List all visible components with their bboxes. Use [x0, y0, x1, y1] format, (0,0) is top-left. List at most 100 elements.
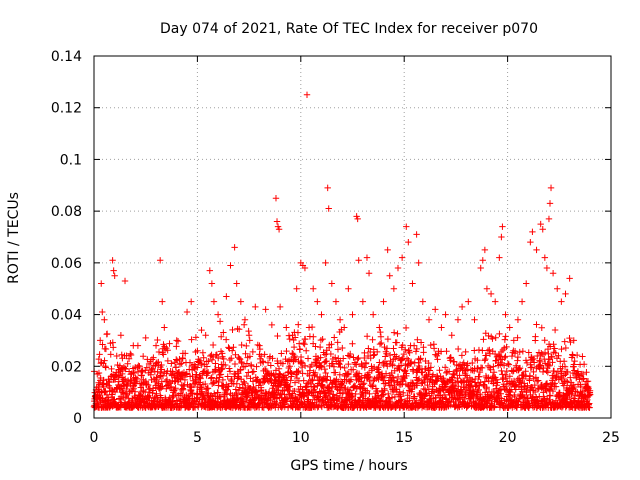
data-point: [188, 384, 195, 391]
data-point: [139, 353, 147, 360]
data-point: [496, 254, 503, 261]
data-point: [511, 348, 519, 355]
data-point: [377, 333, 385, 340]
x-tick-label: 15: [395, 430, 413, 446]
data-point: [283, 374, 290, 381]
data-point: [235, 387, 243, 394]
data-point: [437, 348, 445, 355]
data-point: [420, 349, 427, 356]
data-point: [369, 383, 376, 390]
data-point: [363, 254, 371, 261]
data-point: [403, 223, 410, 230]
data-point: [233, 280, 240, 287]
data-point: [367, 348, 374, 356]
data-point: [253, 363, 260, 370]
data-point: [249, 348, 257, 356]
data-point: [390, 345, 397, 352]
data-point: [381, 386, 388, 394]
data-point: [414, 336, 421, 343]
data-point: [551, 345, 558, 352]
data-point: [94, 383, 102, 391]
data-point: [336, 390, 344, 397]
data-point: [148, 365, 156, 373]
data-point: [580, 375, 587, 382]
data-point: [270, 391, 277, 398]
data-point: [544, 361, 552, 369]
data-point: [240, 321, 248, 329]
data-point: [295, 321, 302, 328]
data-point: [245, 332, 253, 339]
data-point: [148, 366, 155, 374]
data-point: [229, 326, 236, 334]
data-point: [118, 389, 126, 396]
data-point: [192, 363, 199, 370]
data-point: [481, 357, 488, 364]
data-point: [283, 347, 290, 355]
data-point: [561, 363, 569, 371]
data-point: [514, 334, 521, 342]
data-point: [123, 385, 130, 393]
data-point: [236, 356, 244, 363]
data-point: [550, 367, 558, 375]
data-point: [163, 385, 170, 392]
data-point: [328, 341, 335, 348]
data-point: [311, 383, 318, 391]
data-point: [173, 343, 180, 350]
data-point: [137, 384, 145, 391]
data-point: [415, 375, 423, 383]
data-point: [209, 341, 217, 349]
data-point: [189, 372, 196, 380]
data-point: [530, 359, 538, 366]
data-point: [267, 362, 275, 369]
y-tick-label: 0.06: [51, 256, 82, 272]
data-point: [551, 326, 559, 334]
data-point: [405, 238, 412, 246]
data-point: [101, 316, 108, 323]
data-point: [500, 362, 508, 369]
data-point: [496, 330, 503, 338]
data-point: [476, 373, 483, 380]
data-point: [390, 285, 398, 292]
data-point: [309, 377, 316, 384]
data-point: [386, 272, 393, 279]
data-point: [327, 350, 335, 358]
data-point: [354, 355, 361, 363]
data-point: [378, 339, 385, 347]
data-point: [336, 361, 343, 368]
data-point: [384, 246, 391, 254]
data-point: [149, 385, 157, 392]
data-point: [503, 343, 510, 351]
data-point: [153, 390, 160, 397]
data-point: [566, 275, 573, 282]
data-point: [546, 386, 554, 394]
data-point: [197, 375, 204, 382]
data-point: [546, 362, 553, 370]
data-point: [490, 363, 497, 370]
data-point: [256, 342, 263, 349]
data-point: [496, 386, 503, 394]
data-point: [353, 361, 360, 368]
data-point: [530, 355, 537, 363]
plot-border: [93, 55, 612, 419]
data-point: [440, 387, 447, 394]
data-point: [477, 264, 484, 272]
data-point: [515, 365, 523, 373]
data-point: [243, 342, 250, 350]
data-point: [533, 321, 540, 328]
data-point: [341, 364, 348, 372]
data-point: [545, 215, 553, 223]
data-point: [570, 337, 577, 344]
data-point: [178, 360, 185, 367]
data-point: [479, 347, 486, 354]
data-point: [345, 370, 353, 378]
data-point: [332, 369, 339, 376]
data-point: [574, 368, 582, 375]
data-point: [220, 329, 227, 336]
data-point: [456, 372, 463, 379]
data-point: [324, 184, 331, 192]
y-axis-ticks: 0 0.02 0.04 0.06 0.08 0.1 0.12 0.14: [51, 49, 611, 427]
data-point: [472, 383, 479, 390]
data-point: [121, 277, 129, 285]
data-point: [413, 345, 420, 353]
data-point: [143, 364, 151, 371]
